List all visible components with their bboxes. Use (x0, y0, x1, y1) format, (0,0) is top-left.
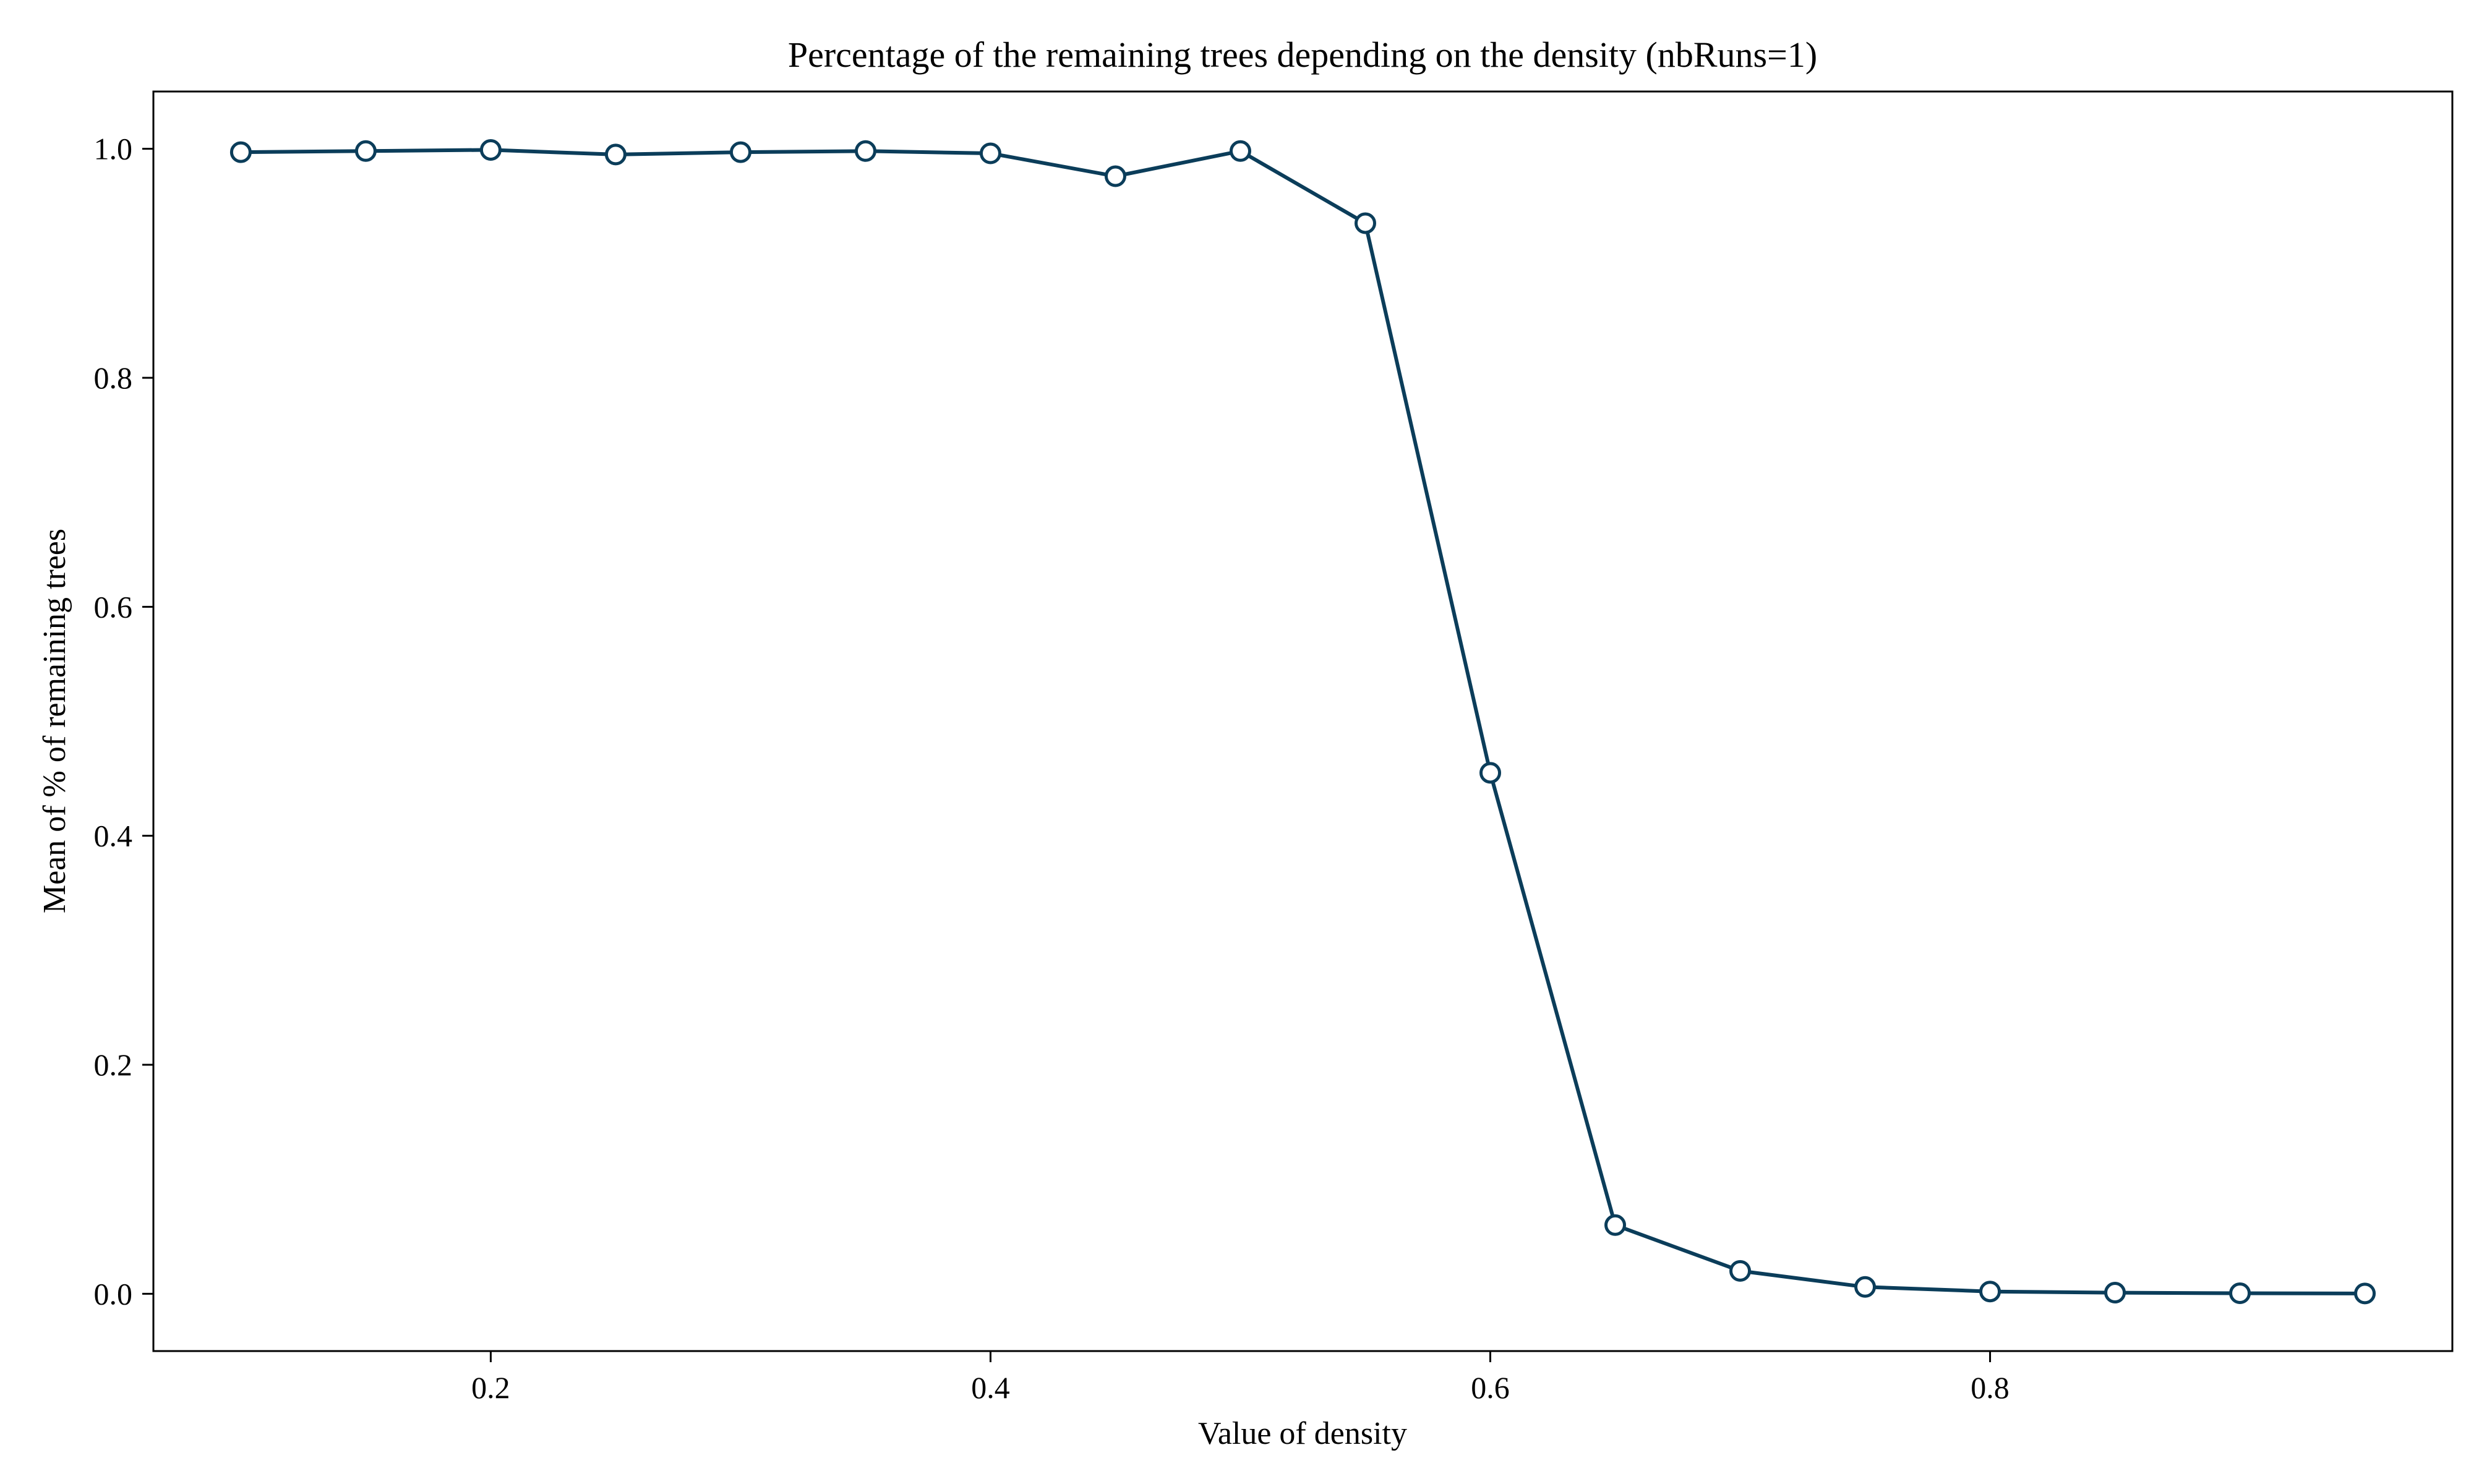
x-tick-label: 0.6 (1471, 1370, 1510, 1405)
data-point (1104, 165, 1126, 187)
data-point (1604, 1214, 1627, 1236)
data-point (1229, 140, 1251, 162)
data-point (229, 141, 252, 163)
data-point (1854, 1276, 1877, 1298)
data-point (354, 140, 377, 162)
y-tick-label: 0.8 (94, 360, 133, 395)
y-tick-label: 0.0 (94, 1276, 133, 1311)
data-point (1979, 1281, 2001, 1303)
y-tick-label: 1.0 (94, 132, 133, 166)
data-point (729, 141, 751, 163)
data-point (854, 140, 876, 162)
y-axis-label: Mean of % of remaining trees (37, 529, 72, 913)
data-point (1479, 762, 1502, 784)
chart-title: Percentage of the remaining trees depend… (788, 35, 1817, 75)
y-tick-label: 0.2 (94, 1047, 133, 1082)
data-point (1355, 212, 1377, 234)
plot-area (152, 90, 2454, 1352)
data-point (1729, 1260, 1752, 1282)
data-point (604, 143, 627, 166)
data-point (979, 142, 1001, 164)
x-tick-label: 0.8 (1971, 1370, 2010, 1405)
axis-ticks: 0.2 0.4 0.6 0.8 0.0 0.2 0.4 0.6 0.8 1.0 (94, 132, 2010, 1405)
x-tick-label: 0.2 (471, 1370, 510, 1405)
data-point (2229, 1282, 2251, 1304)
series-line (241, 148, 2365, 1295)
y-tick-label: 0.6 (94, 589, 133, 624)
data-markers (229, 139, 2376, 1305)
x-tick-label: 0.4 (971, 1370, 1010, 1405)
data-point (2104, 1282, 2126, 1304)
data-point (2354, 1282, 2376, 1305)
y-tick-label: 0.4 (94, 819, 133, 853)
x-axis-label: Value of density (1198, 1416, 1407, 1451)
data-point (479, 139, 502, 161)
